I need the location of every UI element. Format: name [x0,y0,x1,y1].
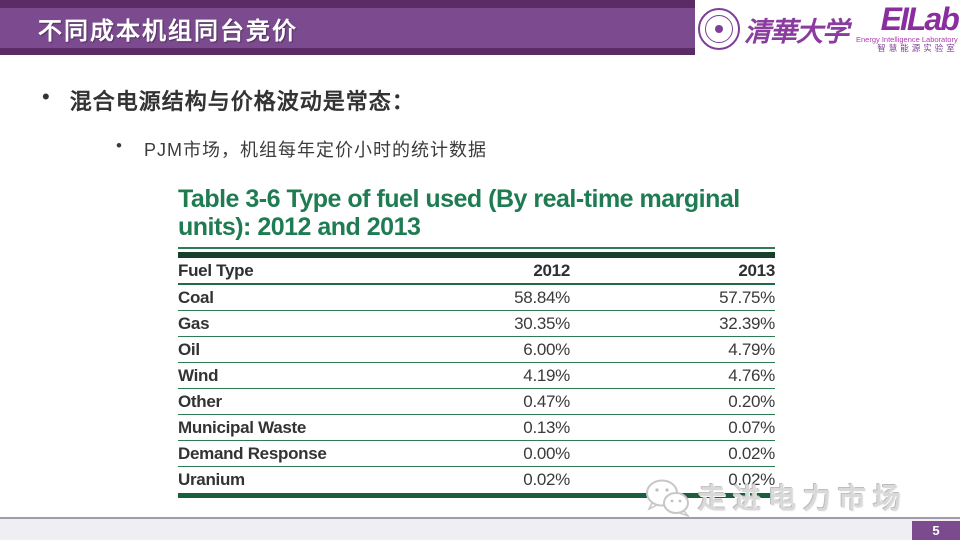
logo-area: 清華大学 EILab Energy Intelligence Laborator… [698,1,960,54]
fuel-type-cell: Uranium [178,470,245,489]
percentage-cell: 0.20% [728,391,775,411]
eilab-caption-en: Energy Intelligence Laboratory [856,34,958,44]
table-row: Gas 30.35% 32.39% [178,311,775,337]
percentage-cell: 6.00% [523,339,570,359]
table-bottom-bar [178,493,775,498]
percentage-cell: 4.76% [728,365,775,385]
page-number-badge: 5 [912,521,960,540]
header-banner: 不同成本机组同台竞价 [0,0,695,55]
banner-bar: 不同成本机组同台竞价 [0,8,695,48]
percentage-cell: 58.84% [514,287,570,307]
percentage-cell: 0.13% [523,417,570,437]
table-top-bar [178,252,775,258]
percentage-cell: 0.02% [728,443,775,463]
percentage-cell: 0.02% [728,470,775,489]
banner-bottom-stripe [0,48,695,55]
table-body: Coal 58.84% 57.75% Gas 30.35% 32.39% Oil 6.00% 4… [178,285,775,493]
table-header-row: Fuel Type 2012 2013 [178,258,775,285]
bullet-marker: • [116,136,122,155]
percentage-cell: 32.39% [719,313,775,333]
wechat-icon [646,479,690,518]
table-title: Table 3-6 Type of fuel used (By real-tim… [178,185,775,241]
fuel-type-cell: Municipal Waste [178,417,307,437]
banner-top-stripe [0,0,695,8]
table-row: Municipal Waste 0.13% 0.07% [178,415,775,441]
bullet-marker: • [42,84,50,109]
fuel-type-cell: Coal [178,287,214,307]
fuel-type-cell: Other [178,391,222,411]
col-header-fuel-type: Fuel Type [178,260,254,280]
page-number: 5 [932,523,940,538]
fuel-type-cell: Gas [178,313,210,333]
slide-title: 不同成本机组同台竞价 [38,17,298,45]
percentage-cell: 30.35% [514,313,570,333]
eilab-wordmark: EILab [880,1,960,38]
tsinghua-logo-text: 清華大学 [744,16,849,47]
percentage-cell: 4.19% [523,365,570,385]
fuel-type-cell: Demand Response [178,443,327,463]
percentage-cell: 0.47% [523,391,570,411]
eilab-caption-cn: 智慧能源实验室 [877,43,958,54]
table-row: Oil 6.00% 4.79% [178,337,775,363]
table-row: Wind 4.19% 4.76% [178,363,775,389]
bullet-main: • 混合电源结构与价格波动是常态： [42,84,415,116]
percentage-cell: 0.02% [523,470,570,489]
percentage-cell: 0.00% [523,443,570,463]
table-row: Uranium 0.02% 0.02% [178,467,775,493]
table-row: Demand Response 0.00% 0.02% [178,441,775,467]
tsinghua-seal-icon [698,8,740,50]
percentage-cell: 57.75% [719,287,775,307]
percentage-cell: 4.79% [728,339,775,359]
watermark: 走进电力市场 [644,476,908,518]
col-header-2013: 2013 [738,260,775,280]
table-title-line1: Table 3-6 Type of fuel used (By real-tim… [178,185,740,213]
footer-area [0,519,960,540]
eilab-logo: EILab Energy Intelligence Laboratory 智慧能… [856,1,960,54]
table-title-line2: units): 2012 and 2013 [178,213,421,241]
footer-divider [0,517,960,519]
bullet-main-text: 混合电源结构与价格波动是常态： [69,89,415,114]
watermark-text: 走进电力市场 [698,483,909,514]
col-header-2012: 2012 [533,260,570,280]
table-row: Other 0.47% 0.20% [178,389,775,415]
fuel-type-cell: Oil [178,339,200,359]
table-row: Coal 58.84% 57.75% [178,285,775,311]
bullet-sub-text: PJM市场，机组每年定价小时的统计数据 [143,140,487,160]
bullet-sub: • PJM市场，机组每年定价小时的统计数据 [116,136,487,162]
table-title-rule [178,247,775,249]
fuel-table: Table 3-6 Type of fuel used (By real-tim… [178,185,775,498]
percentage-cell: 0.07% [728,417,775,437]
fuel-type-cell: Wind [178,365,219,385]
